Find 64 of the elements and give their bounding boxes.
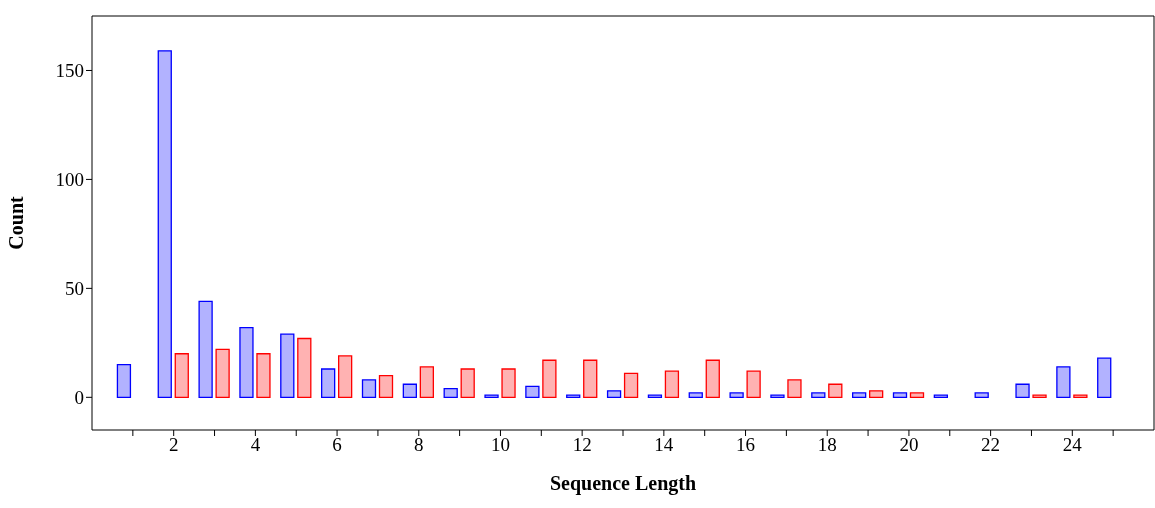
bar: [623, 372, 639, 398]
bar: [606, 390, 622, 398]
bar: [852, 392, 867, 398]
bar: [297, 337, 312, 398]
bar: [1032, 394, 1047, 398]
x-tick-label: 18: [817, 434, 837, 456]
bar: [402, 383, 417, 398]
bar: [1073, 394, 1088, 398]
bar: [688, 392, 703, 398]
x-tick-label: 14: [654, 434, 674, 456]
bar: [174, 353, 189, 398]
y-tick-label: 50: [65, 278, 84, 300]
bar: [256, 353, 271, 398]
x-tick-label: 10: [490, 434, 510, 456]
bar: [892, 392, 908, 398]
bar: [664, 370, 680, 398]
bar: [239, 326, 254, 398]
bar: [542, 359, 557, 398]
bar: [811, 392, 826, 398]
bar: [1015, 383, 1030, 398]
y-tick-label: 0: [74, 387, 84, 409]
x-tick-label: 22: [981, 434, 1001, 456]
x-axis-title: Sequence Length: [549, 472, 697, 495]
bar: [729, 392, 744, 398]
bar: [321, 368, 336, 398]
bar: [1097, 357, 1112, 398]
bar: [828, 383, 843, 398]
bar: [566, 394, 581, 398]
bar: [460, 368, 475, 398]
bar: [116, 363, 132, 398]
bar: [280, 333, 295, 398]
bar: [501, 368, 516, 398]
y-tick-label: 100: [55, 169, 84, 191]
bar: [933, 394, 948, 398]
bar: [787, 379, 802, 398]
bar: [746, 370, 761, 398]
x-tick-label: 4: [250, 434, 261, 456]
x-tick-label: 20: [899, 434, 919, 456]
bar: [869, 390, 884, 398]
bar: [419, 366, 434, 398]
bar: [484, 394, 499, 398]
bar: [198, 300, 213, 398]
y-tick-label: 150: [55, 60, 84, 82]
bar: [525, 385, 540, 398]
bar: [361, 379, 377, 398]
bar: [338, 355, 353, 398]
y-axis-title: Count: [5, 195, 28, 250]
bar: [647, 394, 663, 398]
bar: [1056, 366, 1071, 398]
x-tick-label: 12: [572, 434, 592, 456]
bar: [378, 374, 394, 398]
x-tick-label: 8: [414, 434, 424, 456]
bar: [583, 359, 598, 398]
x-tick-label: 6: [332, 434, 342, 456]
bar: [157, 50, 172, 398]
x-tick-label: 16: [736, 434, 756, 456]
bar: [443, 387, 458, 398]
x-tick-label: 2: [168, 434, 179, 456]
bar: [974, 392, 989, 398]
bar: [705, 359, 720, 398]
bar: [909, 392, 925, 398]
bar: [770, 394, 785, 398]
x-tick-label: 24: [1062, 434, 1083, 456]
bar: [215, 348, 230, 398]
